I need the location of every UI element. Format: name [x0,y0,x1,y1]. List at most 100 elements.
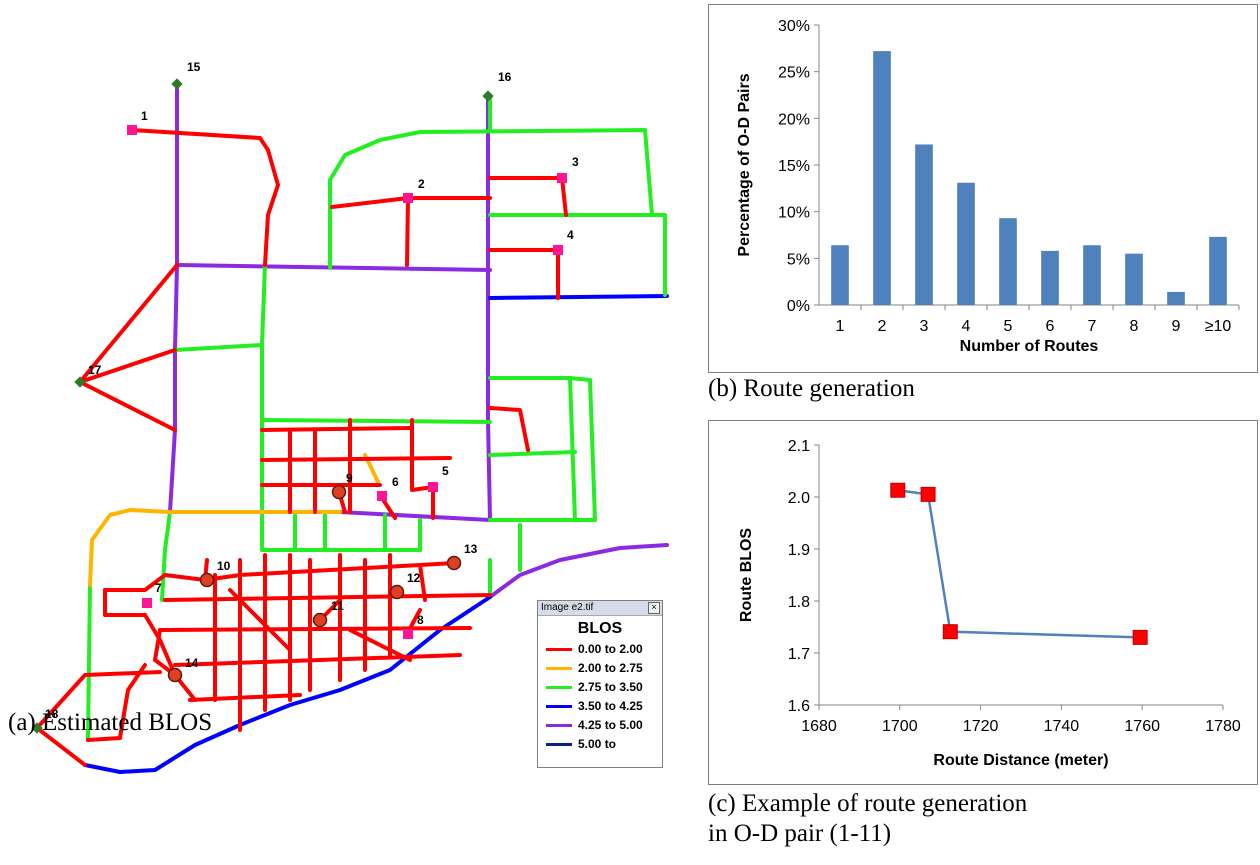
y-tick-label: 0% [787,298,810,315]
y-tick-label: 5% [787,251,810,268]
legend-swatch [546,724,572,727]
legend-label: 5.00 to [578,737,617,751]
x-tick-label: 3 [920,318,929,335]
legend-swatch [546,667,572,670]
series-line [897,489,1141,639]
node-label: 5 [442,464,449,478]
legend-item: 3.50 to 4.25 [538,697,662,716]
node-label: 2 [418,177,425,191]
y-tick-label: 2.1 [788,438,810,455]
node-label: 13 [464,542,478,556]
node-9 [331,484,347,500]
node-4 [553,245,563,255]
bar [1041,250,1059,305]
map-nodes [31,78,567,734]
x-tick-label: 1720 [963,718,999,735]
legend-label: 2.75 to 3.50 [578,680,643,694]
legend-item: 2.00 to 2.75 [538,659,662,678]
node-label: 6 [392,475,399,489]
node-14 [167,667,183,683]
node-8 [403,629,413,639]
node-label: 14 [185,656,199,670]
node-label: 10 [217,559,231,573]
node-12 [389,584,405,600]
bar [1125,253,1143,305]
bar [915,144,933,305]
y-tick-label: 1.7 [788,646,810,663]
data-point [942,624,958,640]
x-tick-label: 1 [836,318,845,335]
chart-b-frame: 0% 5% 10% 15% 20% 25% 30% 1 2 3 4 5 6 7 8 9 ≥10 Number of… [708,4,1258,373]
legend-item: 2.75 to 3.50 [538,678,662,697]
chart-c-frame: 1.6 1.7 1.8 1.9 2.0 2.1 1680 1700 1720 1740 1760 17… [708,420,1258,785]
x-tick-label: 8 [1130,318,1139,335]
legend-item: 0.00 to 2.00 [538,640,662,659]
y-tick-label: 15% [778,158,810,175]
y-tick-label: 2.0 [788,490,810,507]
node-label: 4 [567,228,574,242]
data-point [920,486,936,502]
node-1 [127,125,137,135]
x-tick-label: 1700 [882,718,918,735]
node-7 [142,598,152,608]
y-tick-label: 30% [778,18,810,35]
x-tick-label: 4 [962,318,971,335]
node-label: 12 [407,571,421,585]
node-label: 16 [498,70,512,84]
node-label: 15 [187,60,201,74]
legend-label: 2.00 to 2.75 [578,661,643,675]
node-6 [377,491,387,501]
node-5 [428,482,438,492]
x-axis-title: Route Distance (meter) [933,752,1108,769]
x-tick-label: 7 [1088,318,1097,335]
x-tick-label: 6 [1046,318,1055,335]
legend-item: 4.25 to 5.00 [538,716,662,735]
y-tick-label: 1.6 [788,698,810,715]
x-tick-label: 1740 [1044,718,1080,735]
y-tick-label: 1.8 [788,594,810,611]
node-15 [171,78,183,90]
y-tick-label: 1.9 [788,542,810,559]
bar [1167,291,1185,305]
bar [831,245,849,305]
node-11 [312,612,328,628]
x-tick-label: ≥10 [1205,318,1232,335]
legend-titlebar[interactable]: Image e2.tif × [538,601,662,616]
bar [1209,236,1227,305]
x-tick-label: 1760 [1124,718,1160,735]
node-label: 8 [417,613,424,627]
legend-label: 3.50 to 4.25 [578,699,643,713]
node-label: 11 [331,599,344,613]
legend-label: 4.25 to 5.00 [578,718,643,732]
node-2 [403,193,413,203]
y-axis-title: Percentage of O-D Pairs [736,73,753,256]
node-label: 3 [572,155,579,169]
caption-a: (a) Estimated BLOS [8,709,213,736]
caption-b: (b) Route generation [708,375,915,402]
node-label: 18 [45,707,59,721]
map-links-orange [88,453,380,587]
legend-label: 0.00 to 2.00 [578,642,643,656]
route-blos-distance-chart: 1.6 1.7 1.8 1.9 2.0 2.1 1680 1700 1720 1740 1760 17… [738,438,1241,769]
y-axis-title: Route BLOS [738,528,755,623]
x-tick-label: 1680 [801,718,837,735]
bar [1083,245,1101,305]
map-links-blue [83,294,669,774]
legend-swatch [546,648,572,651]
node-3 [557,173,567,183]
legend-swatch [546,705,572,708]
blos-network-map: 1 2 3 4 5 6 7 8 9 10 11 12 13 14 15 16 1… [31,60,669,774]
data-point [1132,629,1148,645]
bar [957,182,975,305]
x-tick-label: 1780 [1205,718,1241,735]
route-count-bar-chart: 0% 5% 10% 15% 20% 25% 30% 1 2 3 4 5 6 7 8 9 ≥10 Number of… [736,18,1240,355]
y-tick-label: 20% [778,111,810,128]
close-icon[interactable]: × [648,602,660,614]
node-label: 9 [346,471,353,485]
node-label: 1 [141,109,148,123]
x-axis-title: Number of Routes [960,338,1099,355]
caption-c: (c) Example of route generation in O-D p… [708,790,1028,847]
data-point [890,482,906,498]
node-13 [446,555,462,571]
legend-title: BLOS [577,620,623,637]
